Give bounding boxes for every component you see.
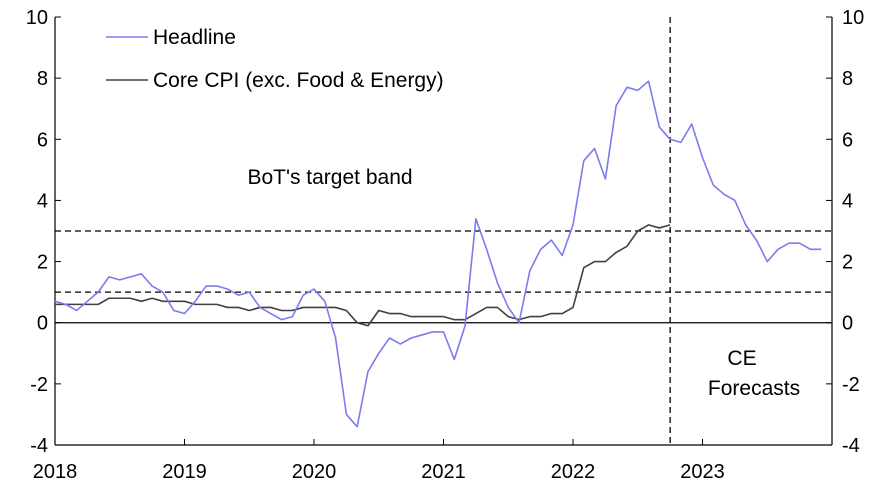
y-tick-label-left: 0 bbox=[37, 313, 48, 335]
y-tick-label-right: 2 bbox=[842, 252, 853, 274]
forecast-label-line2: Forecasts bbox=[708, 377, 800, 400]
x-tick-label: 2019 bbox=[162, 461, 207, 483]
legend-label-headline: Headline bbox=[153, 26, 236, 49]
y-tick-label-right: 6 bbox=[842, 129, 853, 151]
y-tick-label-left: 8 bbox=[37, 68, 48, 90]
y-tick-label-left: 2 bbox=[37, 252, 48, 274]
y-tick-label-right: 8 bbox=[842, 68, 853, 90]
series-line-core bbox=[55, 224, 671, 327]
y-tick-label-left: -4 bbox=[30, 435, 48, 457]
forecast-label-line1: CE bbox=[727, 347, 756, 370]
y-tick-label-right: -2 bbox=[842, 374, 860, 396]
y-tick-label-left: 10 bbox=[26, 7, 48, 29]
x-tick-label: 2022 bbox=[551, 461, 596, 483]
series-layer bbox=[54, 80, 822, 428]
y-tick-label-right: 0 bbox=[842, 313, 853, 335]
target-band-lines bbox=[55, 17, 832, 445]
x-tick-label: 2023 bbox=[680, 461, 725, 483]
legend-label-core: Core CPI (exc. Food & Energy) bbox=[153, 69, 444, 92]
y-tick-label-left: 4 bbox=[37, 190, 48, 212]
series-line-headline bbox=[54, 80, 822, 428]
target-band-label: BoT's target band bbox=[247, 166, 412, 189]
y-tick-label-right: 4 bbox=[842, 190, 853, 212]
x-tick-label: 2020 bbox=[292, 461, 337, 483]
y-tick-label-right: -4 bbox=[842, 435, 860, 457]
legend: Headline Core CPI (exc. Food & Energy) bbox=[106, 26, 444, 92]
x-tick-label: 2018 bbox=[33, 461, 78, 483]
y-tick-label-left: 6 bbox=[37, 129, 48, 151]
axes: 10 10 8 8 6 6 4 4 2 2 0 0 -2 -2 -4 -4 2018 2019 2020 2021 20… bbox=[26, 7, 865, 483]
y-tick-label-left: -2 bbox=[30, 374, 48, 396]
y-tick-label-right: 10 bbox=[842, 7, 864, 29]
x-tick-label: 2021 bbox=[421, 461, 466, 483]
